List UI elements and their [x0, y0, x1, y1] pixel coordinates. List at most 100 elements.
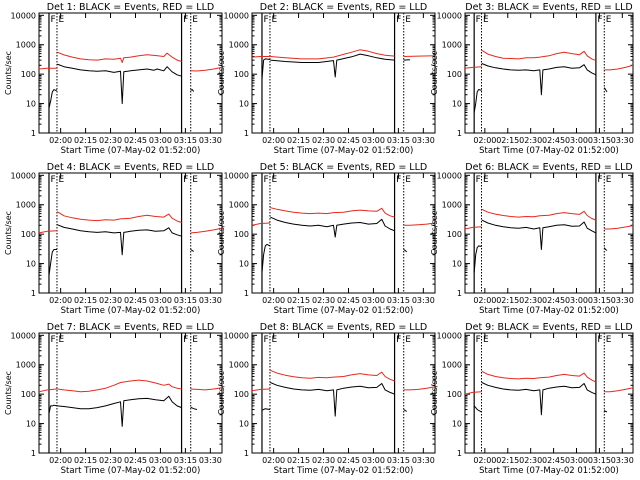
- lld-line: [190, 387, 223, 391]
- x-tick-label: 02:00: [49, 456, 72, 465]
- panel-title: Det 9: BLACK = Events, RED = LLD: [465, 322, 632, 333]
- detector-panel-8: Det 8: BLACK = Events, RED = LLD 1 10 100 10…: [217, 322, 436, 476]
- y-tick-label: 100: [234, 70, 249, 79]
- time-marker-label: E: [405, 175, 411, 185]
- y-tick-label: 1000: [442, 361, 462, 370]
- y-tick-label: 100: [21, 390, 36, 399]
- y-tick-label: 1000: [442, 201, 462, 210]
- lld-line: [464, 66, 482, 69]
- plot-frame: [38, 172, 223, 294]
- x-tick-label: 02:15: [496, 136, 519, 145]
- x-tick-label: 03:00: [362, 296, 385, 305]
- y-tick-label: 1: [31, 129, 36, 138]
- x-tick-label: 02:45: [124, 136, 147, 145]
- events-line: [261, 58, 271, 79]
- x-tick-label: 02:00: [473, 136, 496, 145]
- time-marker-label: F: [183, 335, 188, 345]
- y-axis-label: Counts/sec: [4, 211, 13, 255]
- x-axis-label: Start Time (07-May-02 01:52:00): [274, 466, 414, 476]
- plot-frame: [251, 172, 436, 294]
- time-marker-label: F: [597, 15, 602, 25]
- y-tick-label: 100: [21, 70, 36, 79]
- time-marker-label: F: [263, 175, 268, 185]
- y-tick-label: 10000: [11, 11, 36, 20]
- x-tick-label: 03:15: [588, 456, 611, 465]
- x-tick-label: 02:45: [337, 296, 360, 305]
- time-marker-label: F: [396, 335, 401, 345]
- x-tick-label: 02:30: [312, 456, 335, 465]
- plot-frame: [464, 12, 634, 134]
- time-marker-label: E: [271, 15, 277, 25]
- x-tick-label: 03:30: [199, 456, 222, 465]
- plot-frame: [464, 332, 634, 454]
- x-tick-label: 02:30: [519, 296, 542, 305]
- time-marker-label: F: [183, 15, 188, 25]
- x-tick-label: 02:30: [312, 296, 335, 305]
- x-axis-label: Start Time (07-May-02 01:52:00): [479, 306, 619, 316]
- x-tick-label: 02:45: [542, 136, 565, 145]
- panel-title: Det 2: BLACK = Events, RED = LLD: [260, 2, 427, 13]
- x-axis-label: Start Time (07-May-02 01:52:00): [61, 306, 201, 316]
- x-axis-label: Start Time (07-May-02 01:52:00): [274, 146, 414, 156]
- y-tick-label: 10: [26, 420, 36, 429]
- time-marker-label: F: [597, 175, 602, 185]
- x-tick-label: 03:00: [362, 136, 385, 145]
- detector-panel-3: Det 3: BLACK = Events, RED = LLD 1 10 100 10…: [430, 2, 634, 156]
- x-tick-label: 03:15: [588, 296, 611, 305]
- x-tick-label: 03:00: [565, 456, 588, 465]
- x-tick-label: 02:30: [99, 136, 122, 145]
- y-axis-label: Counts/sec: [4, 371, 13, 415]
- detector-panel-4: Det 4: BLACK = Events, RED = LLD 1 10 100 10…: [4, 162, 223, 316]
- events-line: [57, 224, 182, 256]
- y-tick-label: 1000: [16, 361, 36, 370]
- x-tick-label: 02:30: [519, 456, 542, 465]
- y-tick-label: 1: [457, 449, 462, 458]
- x-tick-label: 03:00: [149, 456, 172, 465]
- events-line: [190, 406, 198, 410]
- time-marker-label: E: [483, 175, 489, 185]
- time-marker-label: F: [50, 335, 55, 345]
- y-tick-label: 10000: [224, 331, 249, 340]
- x-tick-label: 02:45: [337, 136, 360, 145]
- lld-line: [57, 379, 182, 393]
- panel-title: Det 3: BLACK = Events, RED = LLD: [465, 2, 632, 13]
- y-tick-label: 1000: [229, 201, 249, 210]
- detector-panel-7: Det 7: BLACK = Events, RED = LLD 1 10 100 10…: [4, 322, 223, 476]
- y-tick-label: 10000: [224, 11, 249, 20]
- y-tick-label: 10000: [437, 171, 462, 180]
- lld-line: [481, 49, 597, 62]
- y-axis-label: Counts/sec: [217, 51, 226, 95]
- lld-line: [464, 226, 482, 230]
- panel-title: Det 8: BLACK = Events, RED = LLD: [260, 322, 427, 333]
- lld-line: [270, 369, 395, 382]
- x-tick-label: 02:15: [74, 296, 97, 305]
- events-line: [261, 243, 271, 273]
- time-marker-label: F: [396, 15, 401, 25]
- time-marker-label: E: [606, 175, 612, 185]
- lld-line: [38, 67, 58, 70]
- x-tick-label: 02:15: [496, 456, 519, 465]
- y-tick-label: 10000: [437, 11, 462, 20]
- time-marker-label: E: [271, 335, 277, 345]
- x-tick-label: 02:45: [542, 296, 565, 305]
- x-tick-label: 02:00: [473, 456, 496, 465]
- x-tick-label: 03:30: [412, 136, 435, 145]
- x-tick-label: 02:30: [312, 136, 335, 145]
- time-marker-label: F: [476, 15, 481, 25]
- y-axis-label: Counts/sec: [430, 211, 439, 255]
- y-axis-label: Counts/sec: [4, 51, 13, 95]
- x-axis-label: Start Time (07-May-02 01:52:00): [479, 146, 619, 156]
- detector-panel-1: Det 1: BLACK = Events, RED = LLD 1 10 100 10…: [4, 2, 223, 156]
- x-tick-label: 02:30: [99, 296, 122, 305]
- time-marker-label: F: [50, 175, 55, 185]
- y-tick-label: 1000: [229, 41, 249, 50]
- lld-line: [57, 211, 182, 223]
- time-marker-label: F: [476, 335, 481, 345]
- y-tick-label: 1: [457, 289, 462, 298]
- time-marker-label: E: [58, 175, 64, 185]
- y-tick-label: 10: [239, 420, 249, 429]
- x-tick-label: 03:30: [611, 296, 634, 305]
- y-tick-label: 100: [21, 230, 36, 239]
- x-tick-label: 03:30: [412, 456, 435, 465]
